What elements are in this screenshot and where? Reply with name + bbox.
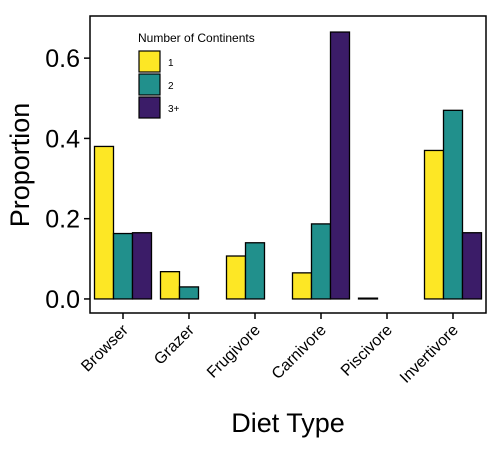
x-tick-label-frugivore: Frugivore	[204, 322, 264, 382]
bar-carnivore-series-1	[291, 272, 313, 300]
x-axis: Browser Grazer Frugivore Carnivore Piscivore…	[78, 313, 462, 387]
bar-frugivore-series-1	[225, 255, 247, 300]
bar-carnivore-series-3	[329, 31, 351, 300]
y-tick-label: 0.4	[45, 125, 80, 153]
bars-group	[93, 31, 483, 300]
legend-title: Number of Continents	[138, 31, 255, 45]
bar-browser-series-3	[131, 232, 153, 300]
x-tick-label-browser: Browser	[78, 321, 132, 375]
bar-invertivore-series-2	[442, 109, 464, 300]
legend: Number of Continents 1 2 3+	[138, 31, 255, 119]
y-tick-label: 0.6	[45, 45, 80, 73]
x-axis-title: Diet Type	[231, 408, 345, 438]
bar-invertivore-series-3	[461, 232, 483, 300]
y-axis-title: Proportion	[5, 103, 35, 228]
legend-swatch-series-2	[138, 73, 161, 96]
y-tick-label: 0.0	[45, 286, 80, 314]
x-tick-label-piscivore: Piscivore	[338, 322, 396, 380]
legend-label-series-1: 1	[168, 58, 174, 69]
x-tick-label-carnivore: Carnivore	[269, 322, 330, 383]
bar-browser-series-2	[112, 232, 134, 300]
x-tick-label-invertivore: Invertivore	[397, 322, 462, 387]
legend-swatch-series-1	[138, 50, 161, 73]
legend-label-series-2: 2	[168, 81, 174, 92]
legend-swatch-series-3	[138, 96, 161, 119]
legend-label-series-3: 3+	[168, 104, 180, 115]
bar-browser-series-1	[93, 145, 115, 300]
bar-piscivore-series-1	[357, 297, 379, 300]
bar-invertivore-series-1	[423, 149, 445, 300]
bar-carnivore-series-2	[310, 223, 332, 300]
bar-grazer-series-1	[159, 271, 181, 300]
y-axis: 0.0 0.2 0.4 0.6	[45, 45, 90, 314]
y-tick-label: 0.2	[45, 206, 80, 234]
bar-frugivore-series-2	[244, 242, 266, 300]
plot-frame	[89, 15, 487, 314]
bar-grazer-series-2	[178, 286, 200, 300]
x-tick-label-grazer: Grazer	[151, 321, 198, 368]
